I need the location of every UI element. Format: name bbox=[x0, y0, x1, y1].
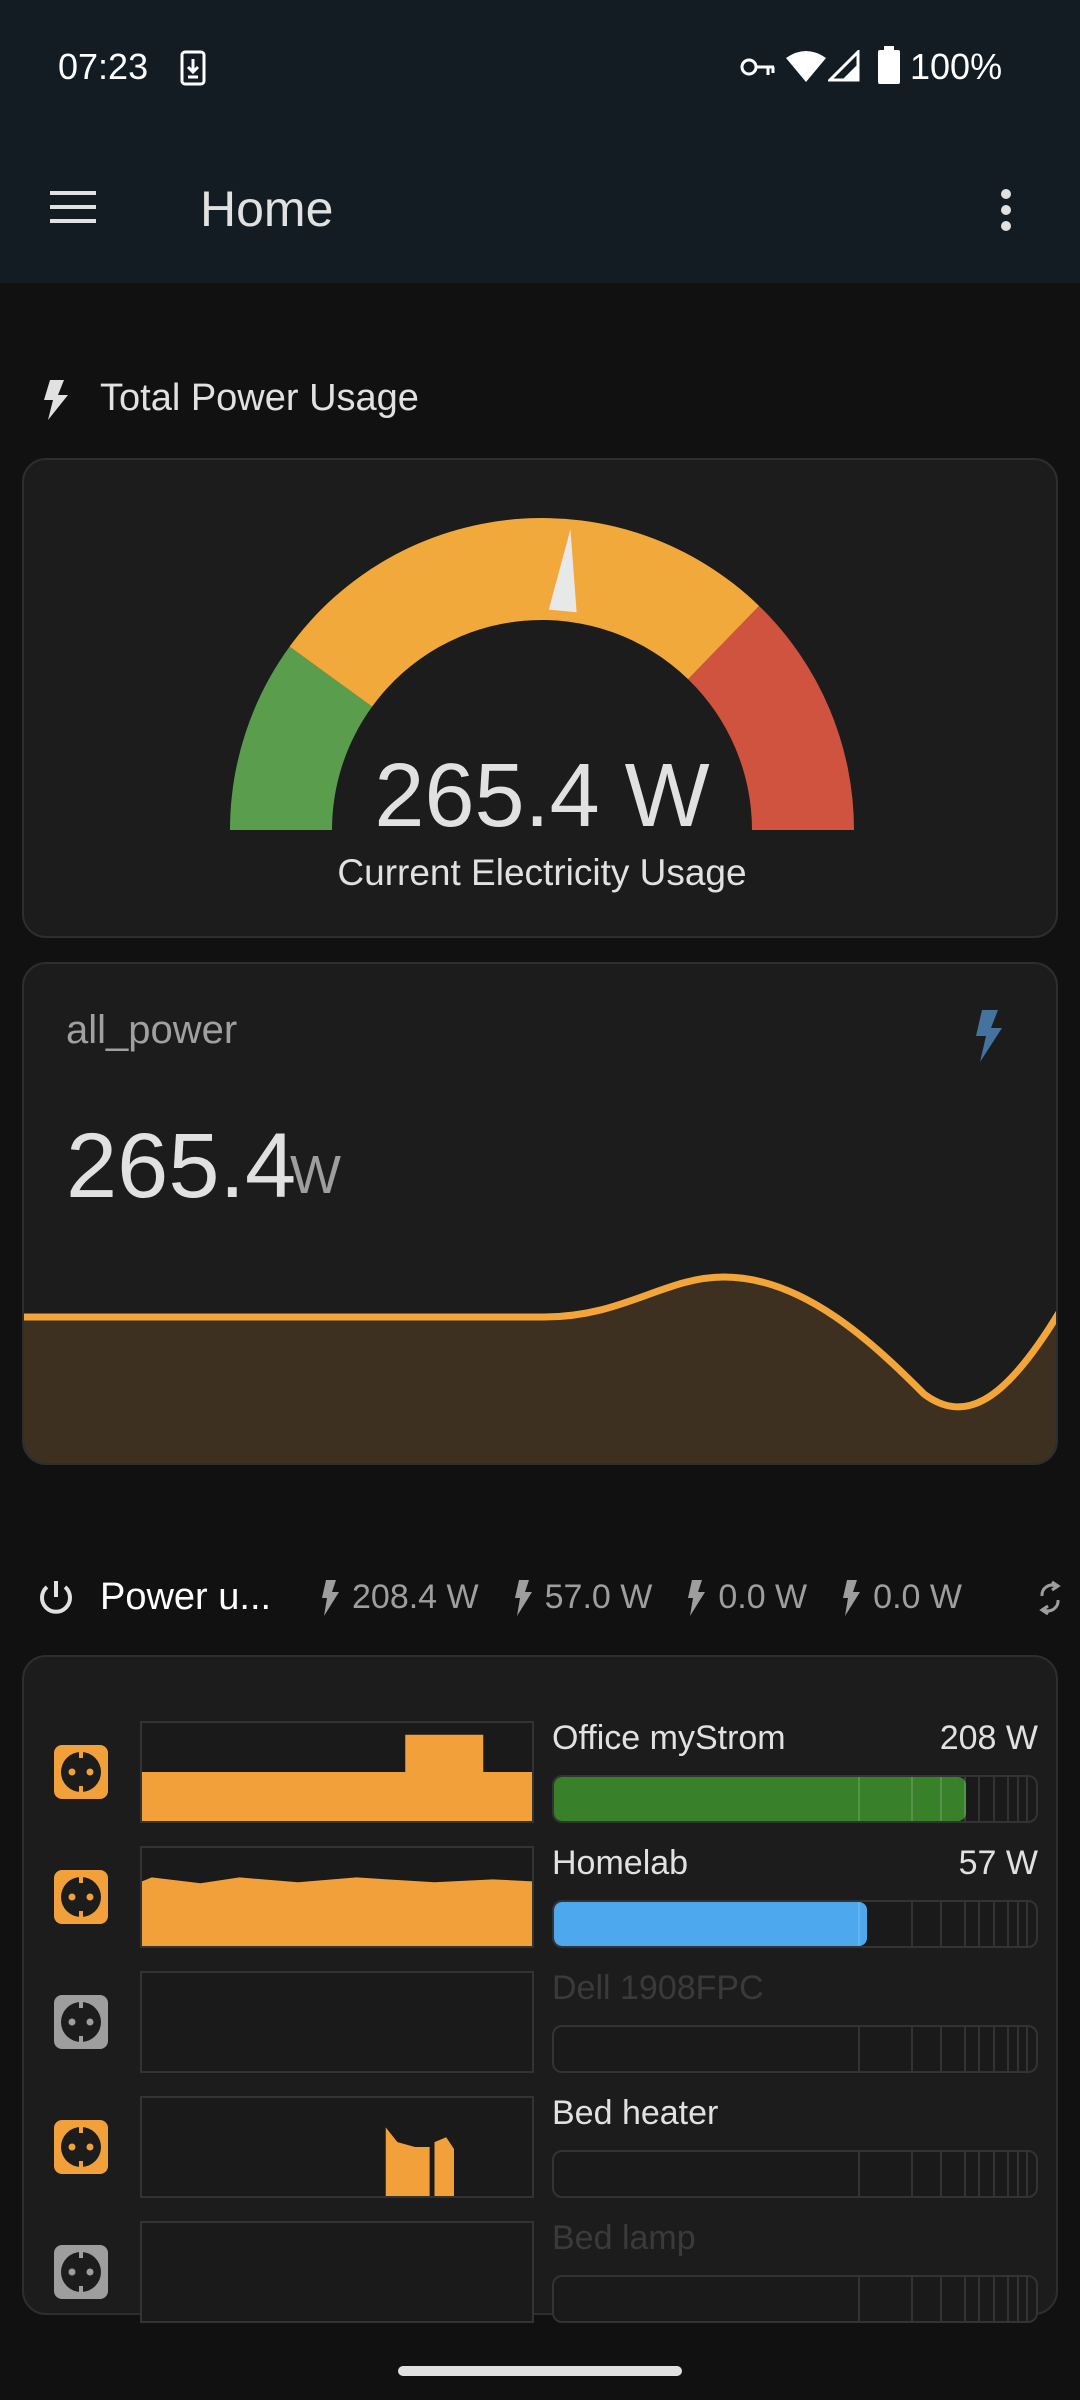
entity-row[interactable]: Office myStrom 208 W bbox=[24, 1717, 1060, 1827]
chip-2[interactable]: 0.0 W bbox=[686, 1578, 807, 1617]
flash-icon bbox=[44, 380, 68, 420]
flash-icon bbox=[976, 1010, 1002, 1062]
sensor-value: 265.4 bbox=[66, 1115, 297, 1217]
power-socket-icon[interactable] bbox=[54, 1995, 108, 2049]
page-title: Home bbox=[200, 181, 334, 237]
gauge-segment-0 bbox=[230, 646, 373, 830]
entity-sparkline bbox=[140, 1971, 534, 2073]
entity-name: Bed heater bbox=[552, 2094, 719, 2132]
chip-value: 0.0 W bbox=[873, 1578, 962, 1616]
entity-name: Homelab bbox=[552, 1844, 689, 1882]
entity-power-bar bbox=[552, 2025, 1038, 2073]
entity-row[interactable]: Bed heater bbox=[24, 2092, 1060, 2202]
gauge-segment-1 bbox=[289, 518, 760, 707]
entity-row[interactable]: Homelab 57 W bbox=[24, 1842, 1060, 1952]
bar-fill bbox=[554, 1902, 868, 1946]
entity-name: Office myStrom bbox=[552, 1719, 786, 1757]
chip-value: 208.4 W bbox=[352, 1578, 479, 1616]
power-chips: 208.4 W 57.0 W 0.0 W 0.0 W bbox=[320, 1578, 962, 1617]
entity-sparkline bbox=[140, 2221, 534, 2323]
chip-value: 0.0 W bbox=[718, 1578, 808, 1616]
clock: 07:23 bbox=[58, 46, 149, 87]
flash-icon bbox=[688, 1579, 706, 1616]
bar-fill bbox=[554, 1777, 967, 1821]
chip-3[interactable]: 0.0 W bbox=[841, 1578, 962, 1617]
wifi-icon bbox=[786, 51, 826, 82]
section-title-total-power: Total Power Usage bbox=[100, 377, 419, 419]
entity-sparkline bbox=[140, 2096, 534, 2198]
gauge-value: 265.4 W bbox=[374, 746, 710, 846]
sensor-card-all-power[interactable]: all_power 265.4 W bbox=[22, 962, 1058, 1465]
power-icon bbox=[40, 1581, 72, 1614]
gauge-card[interactable]: 265.4 W Current Electricity Usage bbox=[22, 458, 1058, 938]
power-socket-icon[interactable] bbox=[54, 1745, 108, 1799]
gauge-label: Current Electricity Usage bbox=[337, 852, 747, 893]
entity-power-bar bbox=[552, 1900, 1038, 1948]
refresh-icon[interactable] bbox=[1038, 1580, 1062, 1616]
entity-value: 208 W bbox=[939, 1719, 1038, 1757]
power-socket-icon[interactable] bbox=[54, 2245, 108, 2299]
history-area bbox=[24, 1277, 1056, 1463]
sensor-name: all_power bbox=[66, 1008, 238, 1052]
entity-power-bar bbox=[552, 2275, 1038, 2323]
flash-icon bbox=[514, 1579, 532, 1616]
vpn-key-icon bbox=[740, 58, 775, 76]
battery-percent: 100% bbox=[910, 46, 1003, 87]
chip-1[interactable]: 57.0 W bbox=[513, 1578, 653, 1617]
chip-0[interactable]: 208.4 W bbox=[320, 1578, 479, 1617]
entity-name: Bed lamp bbox=[552, 2219, 696, 2257]
chip-value: 57.0 W bbox=[544, 1578, 653, 1616]
more-vert-icon[interactable] bbox=[996, 188, 1016, 232]
entity-sparkline bbox=[140, 1846, 534, 1948]
flash-icon bbox=[843, 1579, 861, 1616]
battery-icon bbox=[878, 46, 900, 84]
gauge bbox=[230, 518, 854, 830]
history-graph bbox=[24, 1273, 1056, 1463]
section-title-power-usage: Power u... bbox=[100, 1576, 272, 1618]
flash-icon bbox=[322, 1579, 339, 1616]
signal-icon bbox=[828, 50, 860, 82]
entity-name: Dell 1908FPC bbox=[552, 1969, 764, 2007]
gauge-segment-2 bbox=[688, 605, 854, 830]
download-icon bbox=[180, 50, 206, 86]
home-indicator[interactable] bbox=[398, 2366, 682, 2376]
sensor-unit: W bbox=[290, 1145, 341, 1205]
power-socket-icon[interactable] bbox=[54, 1870, 108, 1924]
entity-power-bar bbox=[552, 2150, 1038, 2198]
status-bar: 07:23 100% bbox=[0, 0, 1080, 130]
power-socket-icon[interactable] bbox=[54, 2120, 108, 2174]
hamburger-menu-icon[interactable] bbox=[48, 190, 98, 224]
entities-card: Office myStrom 208 W Homelab 57 W Dell 1… bbox=[22, 1655, 1060, 2323]
history-line bbox=[24, 1273, 1056, 1411]
gauge-needle bbox=[548, 529, 577, 613]
entity-row[interactable]: Bed lamp bbox=[24, 2217, 1060, 2327]
entity-row[interactable]: Dell 1908FPC bbox=[24, 1967, 1060, 2077]
app-bar: Home bbox=[0, 130, 1080, 283]
entity-power-bar bbox=[552, 1775, 1038, 1823]
entity-value: 57 W bbox=[958, 1844, 1038, 1882]
entity-sparkline bbox=[140, 1721, 534, 1823]
